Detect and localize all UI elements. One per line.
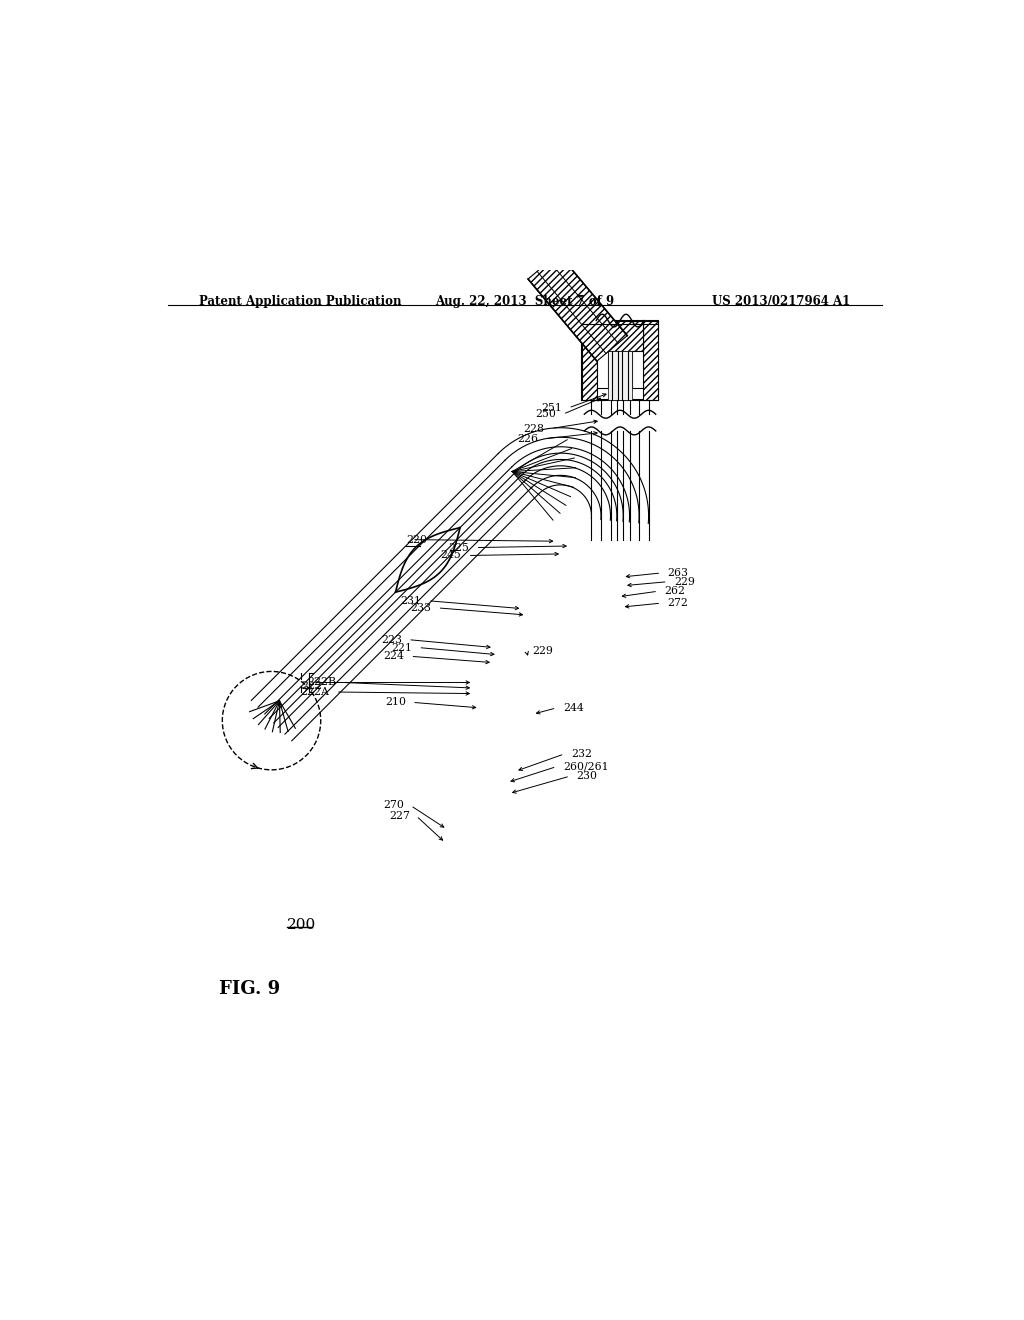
Bar xyxy=(583,321,597,400)
Text: 270: 270 xyxy=(383,800,404,810)
Text: 233: 233 xyxy=(411,603,431,612)
Bar xyxy=(583,321,657,400)
Text: 210: 210 xyxy=(385,697,406,708)
Text: 232: 232 xyxy=(570,748,592,759)
Bar xyxy=(607,351,632,400)
Text: 227: 227 xyxy=(389,810,410,821)
Polygon shape xyxy=(528,253,628,362)
Text: FIG. 9: FIG. 9 xyxy=(219,981,281,998)
Text: 224: 224 xyxy=(383,651,404,661)
Text: 222A: 222A xyxy=(301,686,330,697)
Text: Patent Application Publication: Patent Application Publication xyxy=(200,296,402,308)
Text: 272: 272 xyxy=(668,598,688,609)
Text: US 2013/0217964 A1: US 2013/0217964 A1 xyxy=(712,296,850,308)
Text: 229: 229 xyxy=(532,645,554,656)
Text: 222B: 222B xyxy=(307,677,336,688)
Bar xyxy=(643,321,657,400)
Text: 222: 222 xyxy=(301,681,322,692)
Bar xyxy=(633,351,643,388)
Bar xyxy=(597,351,607,388)
Text: 262: 262 xyxy=(665,586,685,597)
Text: 200: 200 xyxy=(287,917,316,932)
Text: 221: 221 xyxy=(391,643,412,652)
Text: 244: 244 xyxy=(563,702,584,713)
Text: 263: 263 xyxy=(668,568,689,578)
Bar xyxy=(597,321,643,351)
Text: 250: 250 xyxy=(536,409,557,420)
Text: 229: 229 xyxy=(674,577,695,586)
Text: 228: 228 xyxy=(523,424,545,433)
Text: 230: 230 xyxy=(577,771,597,781)
Text: Aug. 22, 2013  Sheet 7 of 9: Aug. 22, 2013 Sheet 7 of 9 xyxy=(435,296,614,308)
Text: 251: 251 xyxy=(542,403,562,413)
Text: 245: 245 xyxy=(440,550,461,561)
Text: 231: 231 xyxy=(400,595,422,606)
Text: 223: 223 xyxy=(381,635,401,644)
Text: 225: 225 xyxy=(449,543,469,553)
Text: 260/261: 260/261 xyxy=(563,762,608,772)
Text: 226: 226 xyxy=(517,434,539,444)
Text: 220: 220 xyxy=(406,535,427,545)
